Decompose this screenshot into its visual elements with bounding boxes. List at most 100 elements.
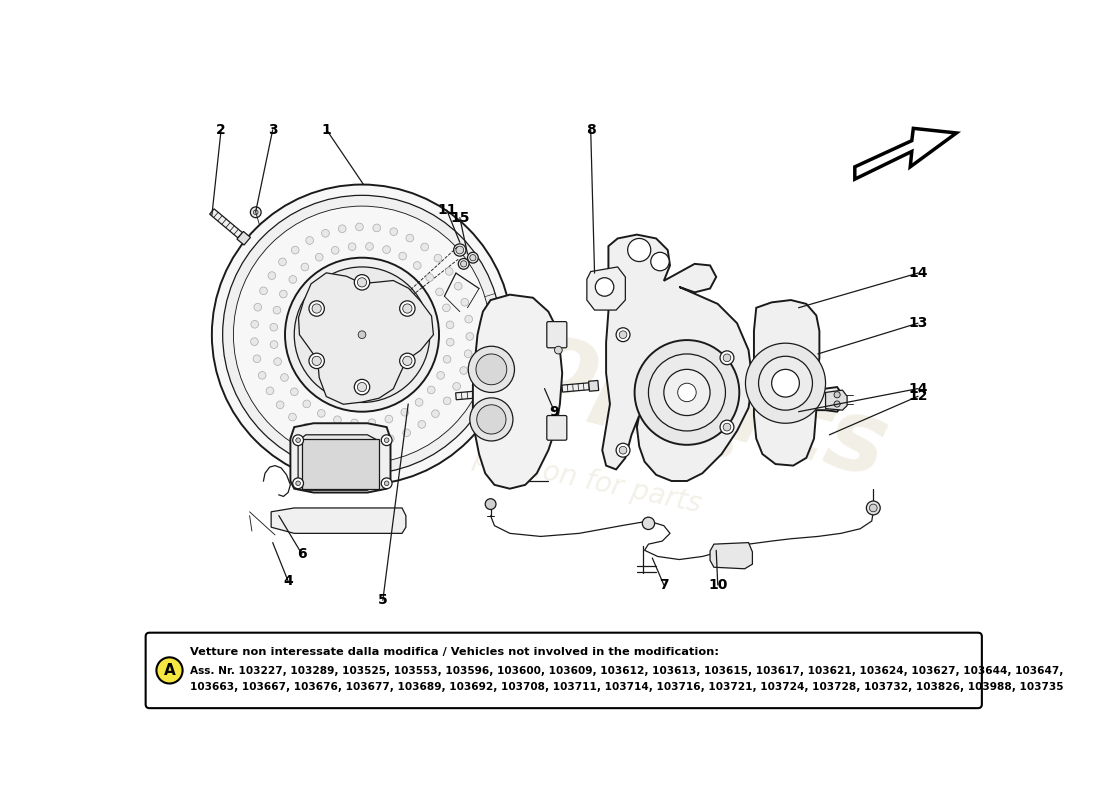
Polygon shape: [298, 273, 433, 404]
Circle shape: [351, 419, 359, 426]
Text: 6: 6: [297, 547, 307, 561]
Circle shape: [253, 355, 261, 362]
Circle shape: [772, 370, 800, 397]
Polygon shape: [513, 386, 524, 396]
Circle shape: [461, 261, 466, 267]
Polygon shape: [298, 435, 378, 490]
Text: 12: 12: [909, 390, 927, 403]
Circle shape: [678, 383, 696, 402]
Circle shape: [399, 353, 415, 369]
Polygon shape: [236, 231, 251, 245]
Circle shape: [476, 354, 507, 385]
Circle shape: [316, 254, 323, 261]
Circle shape: [455, 246, 464, 254]
Circle shape: [309, 353, 324, 369]
Circle shape: [431, 410, 439, 418]
Polygon shape: [603, 234, 752, 481]
Circle shape: [278, 258, 286, 266]
Circle shape: [869, 504, 877, 512]
Circle shape: [399, 301, 415, 316]
Circle shape: [290, 388, 298, 396]
Text: 103663, 103667, 103676, 103677, 103689, 103692, 103708, 103711, 103714, 103716, : 103663, 103667, 103676, 103677, 103689, …: [190, 682, 1064, 691]
Text: 11: 11: [437, 203, 456, 217]
Circle shape: [723, 423, 730, 431]
Circle shape: [383, 246, 390, 254]
Circle shape: [368, 419, 376, 426]
Circle shape: [428, 386, 436, 394]
Circle shape: [382, 478, 392, 489]
Circle shape: [834, 392, 840, 398]
Polygon shape: [587, 267, 625, 310]
Circle shape: [834, 401, 840, 407]
Circle shape: [349, 243, 356, 250]
Polygon shape: [855, 128, 957, 179]
Circle shape: [312, 356, 321, 366]
Circle shape: [301, 263, 309, 271]
Circle shape: [619, 331, 627, 338]
Circle shape: [302, 400, 310, 408]
Circle shape: [470, 254, 476, 261]
Circle shape: [746, 343, 825, 423]
Circle shape: [309, 301, 324, 316]
Circle shape: [453, 382, 461, 390]
Circle shape: [354, 274, 370, 290]
Circle shape: [476, 405, 506, 434]
Circle shape: [426, 274, 433, 282]
Circle shape: [289, 276, 297, 283]
Circle shape: [406, 234, 414, 242]
Circle shape: [260, 287, 267, 294]
Circle shape: [468, 252, 478, 263]
Circle shape: [339, 225, 346, 233]
Circle shape: [384, 438, 389, 442]
Circle shape: [443, 397, 451, 405]
Circle shape: [628, 238, 651, 262]
Circle shape: [373, 224, 381, 232]
Text: 5: 5: [378, 594, 387, 607]
Text: Ass. Nr. 103227, 103289, 103525, 103553, 103596, 103600, 103609, 103612, 103613,: Ass. Nr. 103227, 103289, 103525, 103553,…: [190, 666, 1064, 676]
Circle shape: [554, 346, 562, 354]
Polygon shape: [290, 423, 390, 493]
Circle shape: [358, 278, 366, 287]
Circle shape: [318, 431, 326, 438]
Circle shape: [331, 246, 339, 254]
Circle shape: [386, 435, 394, 442]
Circle shape: [293, 478, 304, 489]
Circle shape: [635, 340, 739, 445]
Circle shape: [418, 421, 426, 428]
Circle shape: [334, 436, 342, 444]
Circle shape: [403, 304, 412, 313]
Circle shape: [156, 658, 183, 683]
Circle shape: [273, 306, 280, 314]
Circle shape: [253, 210, 258, 214]
Circle shape: [270, 323, 277, 331]
Text: 13: 13: [909, 316, 927, 330]
Circle shape: [447, 321, 454, 329]
Circle shape: [616, 443, 630, 457]
Circle shape: [321, 230, 329, 237]
Text: A: A: [164, 663, 175, 678]
Circle shape: [296, 438, 300, 442]
Text: 3: 3: [268, 123, 277, 137]
Circle shape: [469, 346, 515, 393]
Circle shape: [642, 517, 654, 530]
Polygon shape: [825, 390, 847, 410]
Polygon shape: [473, 294, 562, 489]
Polygon shape: [711, 542, 752, 569]
Circle shape: [453, 244, 466, 256]
Circle shape: [434, 254, 442, 262]
Circle shape: [212, 185, 513, 485]
FancyBboxPatch shape: [547, 415, 567, 440]
Circle shape: [459, 258, 469, 270]
Circle shape: [436, 288, 443, 296]
Circle shape: [233, 206, 491, 463]
Polygon shape: [210, 209, 242, 238]
Circle shape: [464, 350, 472, 358]
Circle shape: [399, 252, 407, 260]
Circle shape: [338, 310, 387, 359]
Polygon shape: [271, 508, 406, 534]
Circle shape: [382, 434, 392, 446]
Circle shape: [460, 366, 467, 374]
Text: 2: 2: [217, 123, 226, 137]
Circle shape: [437, 371, 444, 379]
Circle shape: [352, 438, 360, 446]
